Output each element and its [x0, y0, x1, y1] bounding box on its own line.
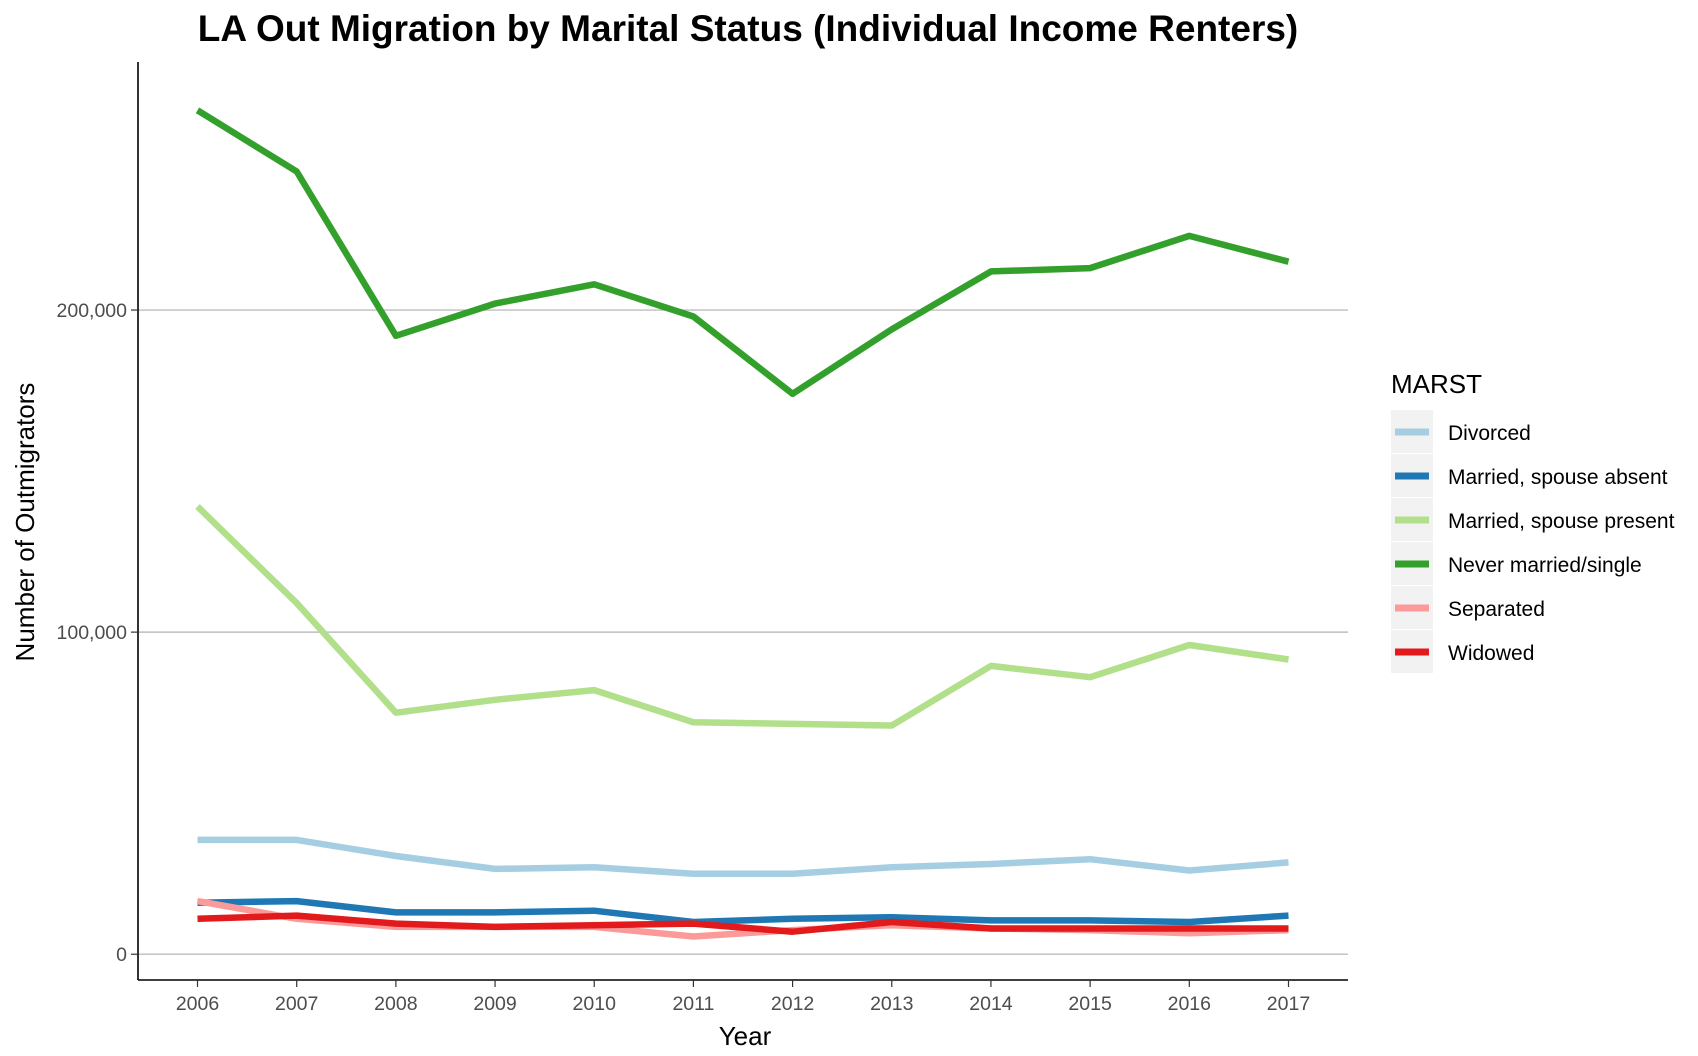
- x-tick-label: 2006: [176, 993, 219, 1015]
- y-axis-title: Number of Outmigrators: [10, 383, 40, 662]
- legend-label-married-spouse-present: Married, spouse present: [1448, 510, 1675, 533]
- chart-title: LA Out Migration by Marital Status (Indi…: [198, 8, 1299, 49]
- legend-title: MARST: [1391, 369, 1482, 399]
- y-tick-label: 100,000: [57, 622, 128, 644]
- legend-label-married-spouse-absent: Married, spouse absent: [1448, 466, 1668, 489]
- series-line-never-married-single: [195, 107, 1290, 398]
- y-axis-ticks: 0 100,000 200,000: [57, 300, 138, 966]
- series-line-married-spouse-present: [195, 504, 1289, 729]
- y-tick-label: 0: [116, 944, 127, 966]
- legend-label-never-married-single: Never married/single: [1448, 554, 1642, 577]
- x-tick-label: 2014: [969, 993, 1013, 1015]
- x-axis-ticks: 2006 2007 2008 2009 2010 2011 2012 2013 2014 2015…: [176, 980, 1310, 1015]
- x-tick-label: 2013: [870, 993, 913, 1015]
- x-tick-label: 2012: [771, 993, 814, 1015]
- x-tick-label: 2017: [1267, 993, 1310, 1015]
- x-tick-label: 2007: [275, 993, 318, 1015]
- x-tick-label: 2009: [473, 993, 516, 1015]
- legend-label-separated: Separated: [1448, 598, 1545, 621]
- x-tick-label: 2015: [1068, 993, 1112, 1015]
- legend-label-divorced: Divorced: [1448, 422, 1531, 445]
- series-line-married-spouse-absent: [197, 897, 1289, 926]
- x-axis-title: Year: [719, 1021, 772, 1051]
- series-lines: [195, 107, 1290, 940]
- x-tick-label: 2010: [573, 993, 617, 1015]
- legend-label-widowed: Widowed: [1448, 642, 1534, 665]
- x-tick-label: 2016: [1168, 993, 1211, 1015]
- y-tick-label: 200,000: [57, 300, 128, 322]
- gridlines: [138, 309, 1348, 955]
- x-tick-label: 2011: [672, 993, 714, 1015]
- x-tick-label: 2008: [374, 993, 417, 1015]
- series-line-widowed: [197, 912, 1289, 935]
- series-line-divorced: [197, 836, 1289, 877]
- legend: MARST Divorced Married, spouse absent Marr…: [1391, 369, 1675, 673]
